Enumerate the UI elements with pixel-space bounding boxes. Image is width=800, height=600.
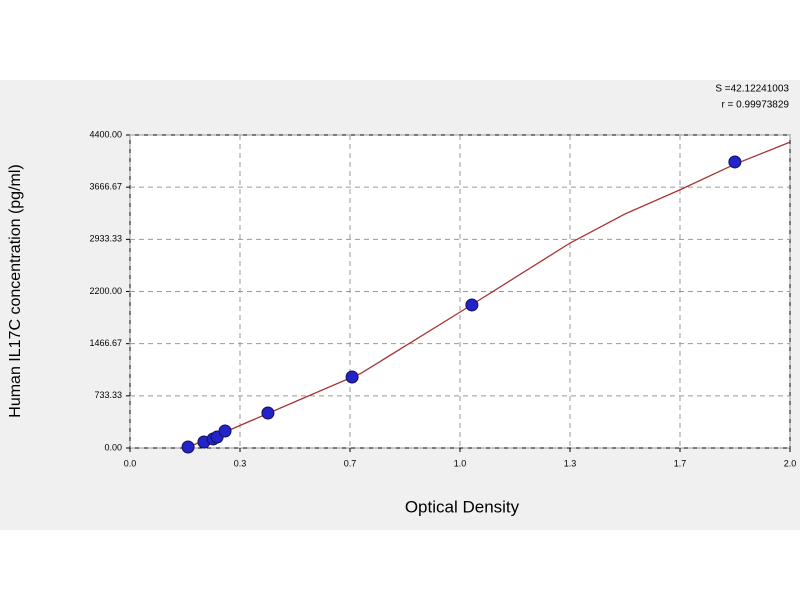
annotation: r = 0.99973829 <box>721 100 789 111</box>
x-tick-label: 2.0 <box>784 458 797 468</box>
y-tick-label: 1466.67 <box>89 338 122 348</box>
x-tick-label: 1.7 <box>674 458 687 468</box>
y-tick-label: 2200.00 <box>89 286 122 296</box>
fit-curve <box>185 141 791 449</box>
data-point <box>728 155 742 169</box>
data-point <box>181 440 195 454</box>
y-tick-label: 3666.67 <box>89 182 122 192</box>
annotation: S =42.12241003 <box>715 84 789 95</box>
data-point <box>345 370 359 384</box>
x-tick-label: 1.0 <box>454 458 467 468</box>
y-tick-label: 4400.00 <box>89 129 122 139</box>
y-tick-label: 2933.33 <box>89 234 122 244</box>
x-tick-label: 0.7 <box>344 458 357 468</box>
x-tick-label: 1.3 <box>564 458 577 468</box>
data-point <box>261 406 275 420</box>
x-tick-label: 0.3 <box>234 458 247 468</box>
data-point <box>465 298 479 312</box>
x-axis-label: Optical Density <box>405 497 520 516</box>
data-point <box>218 424 232 438</box>
y-axis-label: Human IL17C concentration (pg/ml) <box>7 164 24 417</box>
y-tick-label: 733.33 <box>94 390 122 400</box>
y-tick-label: 0.00 <box>104 442 122 452</box>
plot-layer: 0.00 733.33 1466.67 2200.00 2933.33 3666.67 44… <box>89 129 796 468</box>
x-tick-label: 0.0 <box>124 458 137 468</box>
